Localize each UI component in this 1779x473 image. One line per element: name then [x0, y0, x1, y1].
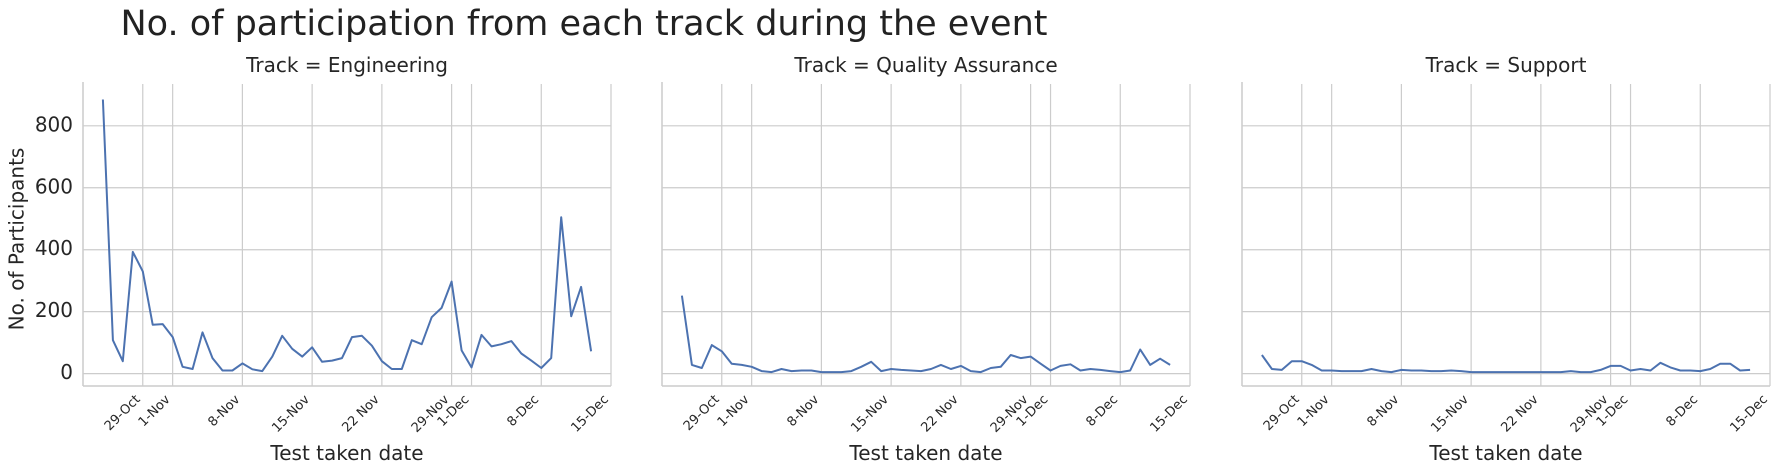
panel-title: Track = Engineering: [245, 53, 448, 77]
x-tick-label: 15-Nov: [1428, 392, 1472, 436]
x-tick-label: 15-Dec: [1147, 392, 1190, 435]
chart-title: No. of participation from each track dur…: [121, 4, 1048, 44]
y-tick-label: 400: [35, 236, 73, 260]
x-tick-label: 8-Nov: [206, 392, 244, 430]
x-tick-label: 1-Nov: [136, 392, 174, 430]
y-tick-label: 800: [35, 112, 73, 136]
series-line-support: [1261, 354, 1751, 374]
x-tick-label: 29-Oct: [102, 392, 144, 434]
series-line-quality-assurance: [680, 295, 1171, 374]
x-tick-label: 29-Oct: [1261, 392, 1303, 434]
x-axis-label: Test taken date: [848, 441, 1002, 465]
series-line-engineering: [101, 99, 593, 373]
x-tick-label: 1-Nov: [1295, 392, 1333, 430]
x-tick-label: 15-Nov: [848, 392, 892, 436]
x-tick-label: 15-Dec: [1727, 392, 1770, 435]
x-tick-label: 29-Oct: [681, 392, 723, 434]
x-tick-label: 15-Dec: [568, 392, 611, 435]
y-tick-label: 600: [35, 174, 73, 198]
x-axis-label: Test taken date: [269, 441, 423, 465]
x-tick-label: 8-Dec: [505, 392, 543, 430]
y-tick-label: 0: [60, 360, 73, 384]
x-tick-label: 15-Nov: [269, 392, 313, 436]
x-tick-label: 8-Dec: [1084, 392, 1122, 430]
x-tick-label: 8-Nov: [785, 392, 823, 430]
y-tick-label: 200: [35, 298, 73, 322]
x-axis-label: Test taken date: [1428, 441, 1582, 465]
panel-title: Track = Support: [1425, 53, 1587, 77]
x-tick-label: 8-Nov: [1365, 392, 1403, 430]
x-tick-label: 22 Nov: [919, 392, 962, 435]
x-tick-label: 8-Dec: [1664, 392, 1702, 430]
x-tick-label: 22 Nov: [1499, 392, 1542, 435]
x-tick-label: 22 Nov: [340, 392, 383, 435]
y-axis-label: No. of Participants: [5, 148, 29, 331]
x-tick-label: 1-Nov: [715, 392, 753, 430]
panel-title: Track = Quality Assurance: [793, 53, 1057, 77]
